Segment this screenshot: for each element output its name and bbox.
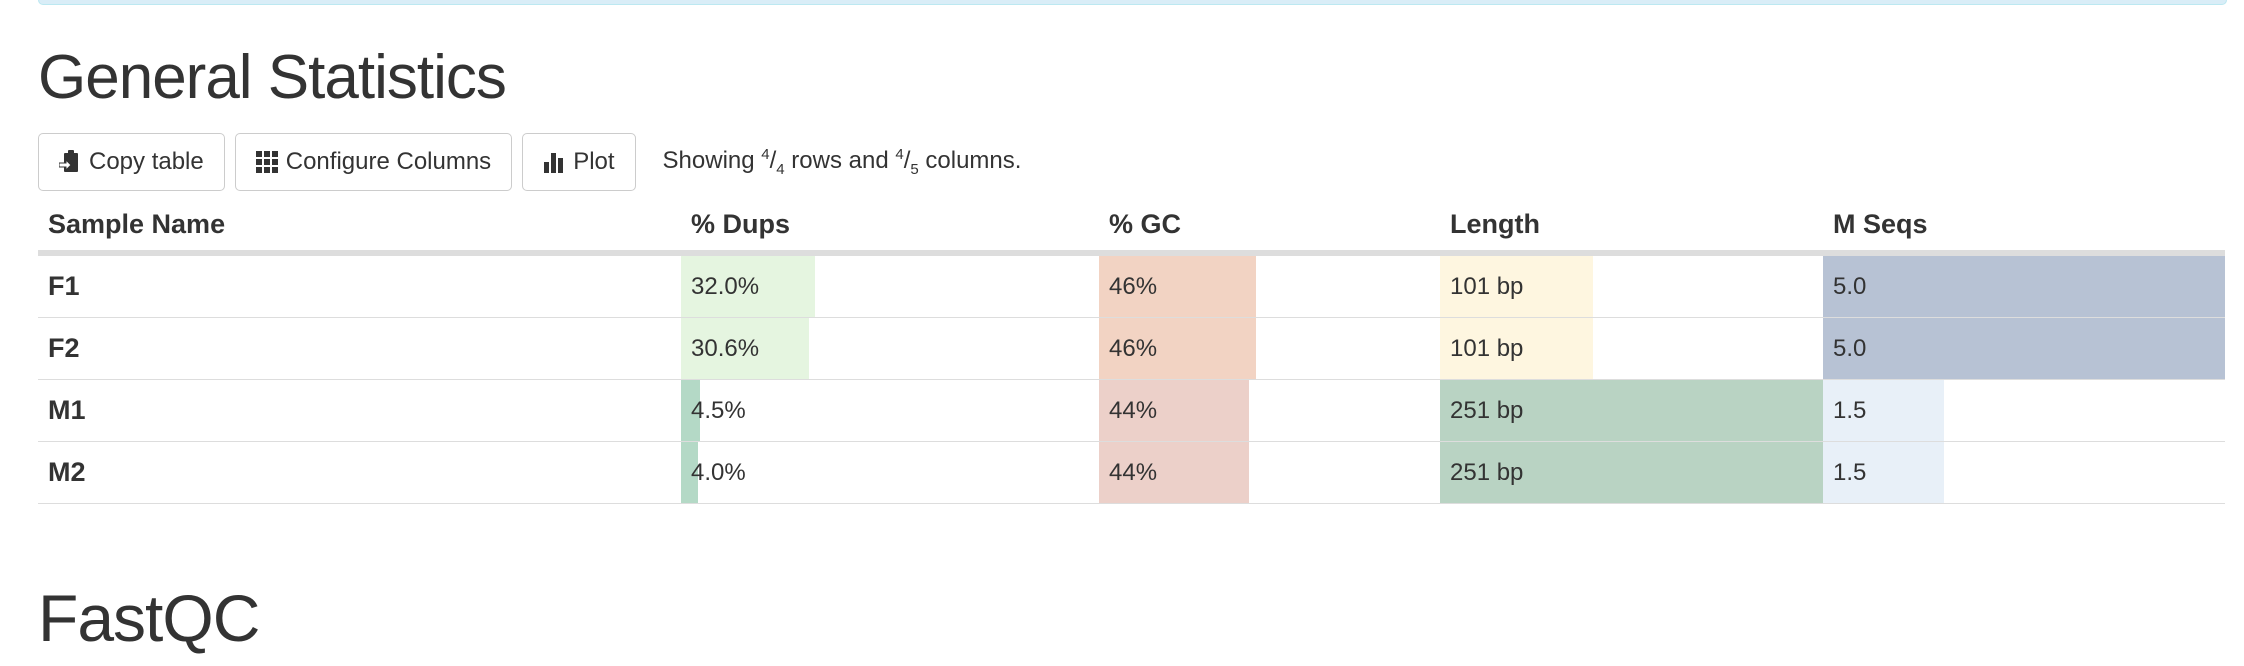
dups-cell: 4.5% [681, 379, 1099, 442]
mseqs-value: 1.5 [1833, 396, 1867, 424]
mseqs-bar [1823, 318, 2225, 379]
gc-bar [1099, 442, 1250, 503]
dups-value: 4.5% [691, 396, 746, 424]
configure-columns-label: Configure Columns [285, 148, 492, 175]
general-statistics-title: General Statistics [38, 43, 507, 112]
grid-icon [255, 151, 278, 173]
dups-value: 32.0% [691, 272, 760, 300]
gc-value: 46% [1109, 334, 1158, 362]
sample-name-cell: F2 [38, 317, 681, 380]
table-row: M2 4.0% 44% 251 bp 1.5 [38, 441, 2225, 504]
mseqs-cell: 5.0 [1823, 317, 2225, 380]
dups-cell: 30.6% [681, 317, 1099, 380]
length-cell: 101 bp [1440, 317, 1823, 380]
copy-table-label: Copy table [89, 148, 204, 175]
length-bar [1440, 442, 1823, 503]
length-bar [1440, 318, 1594, 379]
dups-cell: 4.0% [681, 441, 1099, 504]
general-statistics-table: Sample Name % Dups % GC Length M Seqs F1… [38, 198, 2225, 504]
table-toolbar: Copy table Configure Columns Plot Showin… [38, 132, 1021, 192]
sample-name-cell: M2 [38, 441, 681, 504]
dups-bar [681, 442, 698, 503]
cols-total: 5 [910, 160, 919, 178]
gc-value: 44% [1109, 396, 1158, 424]
rows-shown: 4 [761, 146, 770, 164]
configure-columns-button[interactable]: Configure Columns [234, 133, 513, 191]
column-header-length[interactable]: Length [1440, 198, 1823, 256]
length-value: 251 bp [1450, 396, 1524, 424]
gc-cell: 44% [1099, 441, 1440, 504]
length-bar [1440, 256, 1594, 317]
gc-cell: 44% [1099, 379, 1440, 442]
bar-chart-icon [543, 151, 565, 173]
column-header-mseqs[interactable]: M Seqs [1823, 198, 2225, 256]
dups-bar [681, 380, 700, 441]
dups-bar [681, 256, 815, 317]
mseqs-value: 5.0 [1833, 334, 1867, 362]
cols-shown: 4 [895, 146, 904, 164]
mseqs-value: 1.5 [1833, 458, 1867, 486]
mseqs-cell: 1.5 [1823, 379, 2225, 442]
clipboard-icon [59, 150, 81, 174]
sample-name-cell: F1 [38, 253, 681, 318]
mseqs-value: 5.0 [1833, 272, 1867, 300]
rows-total: 4 [776, 160, 785, 178]
mseqs-cell: 5.0 [1823, 253, 2225, 318]
table-row: F1 32.0% 46% 101 bp 5.0 [38, 253, 2225, 318]
length-bar [1440, 380, 1823, 441]
column-header-sample-name[interactable]: Sample Name [38, 198, 681, 256]
length-cell: 251 bp [1440, 379, 1823, 442]
mseqs-bar [1823, 380, 1944, 441]
dups-value: 30.6% [691, 334, 760, 362]
gc-cell: 46% [1099, 317, 1440, 380]
length-value: 101 bp [1450, 334, 1524, 362]
table-header-row: Sample Name % Dups % GC Length M Seqs [38, 198, 2225, 256]
plot-button[interactable]: Plot [522, 133, 636, 191]
gc-bar [1099, 380, 1250, 441]
gc-value: 46% [1109, 272, 1158, 300]
dups-bar [681, 318, 809, 379]
gc-cell: 46% [1099, 253, 1440, 318]
mseqs-bar [1823, 256, 2225, 317]
dups-value: 4.0% [691, 458, 746, 486]
length-cell: 101 bp [1440, 253, 1823, 318]
length-value: 101 bp [1450, 272, 1524, 300]
info-alert-bar [38, 0, 2227, 5]
fastqc-title: FastQC [38, 581, 260, 655]
column-header-gc[interactable]: % GC [1099, 198, 1440, 256]
table-row: M1 4.5% 44% 251 bp 1.5 [38, 379, 2225, 442]
copy-table-button[interactable]: Copy table [38, 133, 225, 191]
mseqs-bar [1823, 442, 1944, 503]
showing-summary: Showing 4/4 rows and 4/5 columns. [662, 146, 1022, 178]
plot-label: Plot [573, 148, 615, 175]
table-row: F2 30.6% 46% 101 bp 5.0 [38, 317, 2225, 380]
gc-bar [1099, 318, 1256, 379]
mseqs-cell: 1.5 [1823, 441, 2225, 504]
sample-name-cell: M1 [38, 379, 681, 442]
column-header-dups[interactable]: % Dups [681, 198, 1099, 256]
length-value: 251 bp [1450, 458, 1524, 486]
dups-cell: 32.0% [681, 253, 1099, 318]
gc-bar [1099, 256, 1256, 317]
length-cell: 251 bp [1440, 441, 1823, 504]
gc-value: 44% [1109, 458, 1158, 486]
